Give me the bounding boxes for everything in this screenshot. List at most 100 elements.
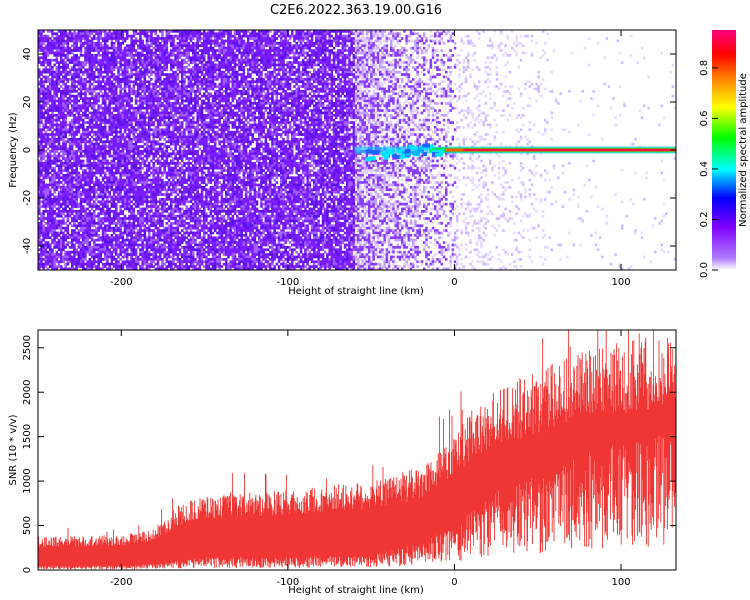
heatmap-cell bbox=[40, 239, 43, 242]
heatmap-cell bbox=[75, 143, 78, 146]
heatmap-cell bbox=[78, 121, 81, 124]
heatmap-cell bbox=[82, 102, 85, 105]
heatmap-cell bbox=[130, 52, 133, 55]
heatmap-cell bbox=[100, 212, 103, 215]
heatmap-cell bbox=[150, 54, 153, 57]
heatmap-cell bbox=[100, 119, 103, 122]
heatmap-cell bbox=[111, 44, 114, 47]
heatmap-cell bbox=[47, 200, 50, 203]
heatmap-cell bbox=[155, 109, 158, 112]
heatmap-cell bbox=[71, 128, 74, 131]
heatmap-cell bbox=[135, 42, 138, 45]
heatmap-cell bbox=[45, 56, 48, 59]
heatmap-cell bbox=[47, 136, 50, 139]
heatmap-cell bbox=[157, 124, 160, 127]
heatmap-cell bbox=[67, 56, 70, 59]
heatmap-cell bbox=[47, 229, 50, 232]
heatmap-cell bbox=[53, 263, 56, 266]
heatmap-cell bbox=[91, 253, 94, 256]
heatmap-cell bbox=[106, 131, 109, 134]
heatmap-cell bbox=[95, 121, 98, 124]
heatmap-cell bbox=[113, 35, 116, 38]
heatmap-cell bbox=[56, 186, 59, 189]
heatmap-cell bbox=[80, 220, 83, 223]
heatmap-cell bbox=[100, 140, 103, 143]
heatmap-cell bbox=[93, 212, 96, 215]
heatmap-cell bbox=[82, 112, 85, 115]
heatmap-cell bbox=[166, 78, 169, 81]
heatmap-cell bbox=[152, 61, 155, 64]
heatmap-cell bbox=[139, 107, 142, 110]
heatmap-cell bbox=[80, 116, 83, 119]
heatmap-cell bbox=[91, 54, 94, 57]
heatmap-cell bbox=[122, 37, 125, 40]
heatmap-cell bbox=[80, 224, 83, 227]
heatmap-cell bbox=[135, 40, 138, 43]
heatmap-cell bbox=[95, 114, 98, 117]
heatmap-cell bbox=[161, 131, 164, 134]
heatmap-cell bbox=[58, 200, 61, 203]
heatmap-cell bbox=[166, 229, 169, 232]
heatmap-cell bbox=[150, 71, 153, 74]
heatmap-cell bbox=[49, 251, 52, 254]
heatmap-cell bbox=[40, 234, 43, 237]
heatmap-cell bbox=[51, 32, 54, 35]
heatmap-cell bbox=[100, 200, 103, 203]
heatmap-cell bbox=[126, 92, 129, 95]
heatmap-cell bbox=[89, 112, 92, 115]
heatmap-cell bbox=[148, 49, 151, 52]
heatmap-cell bbox=[150, 160, 153, 163]
heatmap-cell bbox=[40, 241, 43, 244]
heatmap-cell bbox=[84, 229, 87, 232]
heatmap-cell bbox=[124, 114, 127, 117]
heatmap-cell bbox=[128, 97, 131, 100]
heatmap-cell bbox=[135, 215, 138, 218]
heatmap-cell bbox=[157, 97, 160, 100]
heatmap-cell bbox=[60, 251, 63, 254]
heatmap-cell bbox=[56, 131, 59, 134]
heatmap-cell bbox=[78, 76, 81, 79]
heatmap-cell bbox=[93, 102, 96, 105]
heatmap-cell bbox=[144, 119, 147, 122]
heatmap-cell bbox=[67, 215, 70, 218]
heatmap-cell bbox=[115, 59, 118, 62]
heatmap-cell bbox=[166, 227, 169, 230]
heatmap-cell bbox=[139, 220, 142, 223]
heatmap-cell bbox=[106, 52, 109, 55]
heatmap-cell bbox=[62, 104, 64, 107]
heatmap-cell bbox=[141, 95, 144, 98]
heatmap-cell bbox=[84, 133, 87, 136]
heatmap-cell bbox=[157, 104, 160, 107]
heatmap-cell bbox=[170, 61, 173, 64]
heatmap-cell bbox=[144, 95, 147, 98]
heatmap-cell bbox=[115, 229, 118, 232]
heatmap-cell bbox=[106, 54, 109, 57]
heatmap-cell bbox=[60, 35, 63, 38]
heatmap-cell bbox=[139, 119, 142, 122]
heatmap-cell bbox=[100, 85, 103, 88]
heatmap-cell bbox=[91, 90, 94, 93]
heatmap-cell bbox=[157, 191, 160, 194]
heatmap-cell bbox=[60, 37, 63, 40]
heatmap-cell bbox=[93, 246, 96, 249]
heatmap-cell bbox=[40, 49, 43, 52]
heatmap-cell bbox=[69, 164, 72, 167]
heatmap-cell bbox=[111, 236, 114, 239]
heatmap-cell bbox=[106, 40, 109, 43]
heatmap-cell bbox=[155, 203, 158, 206]
heatmap-cell bbox=[91, 71, 94, 74]
heatmap-cell bbox=[170, 174, 173, 177]
heatmap-cell bbox=[67, 191, 70, 194]
heatmap-cell bbox=[95, 232, 98, 235]
heatmap-cell bbox=[146, 100, 149, 103]
heatmap-cell bbox=[111, 181, 114, 184]
heatmap-cell bbox=[93, 224, 96, 227]
heatmap-cell bbox=[69, 47, 72, 50]
heatmap-cell bbox=[75, 64, 78, 67]
heatmap-cell bbox=[91, 61, 94, 64]
heatmap-cell bbox=[146, 102, 149, 105]
heatmap-cell bbox=[144, 102, 147, 105]
heatmap-cell bbox=[117, 184, 120, 187]
heatmap-cell bbox=[161, 116, 164, 119]
heatmap-cell bbox=[60, 128, 63, 131]
